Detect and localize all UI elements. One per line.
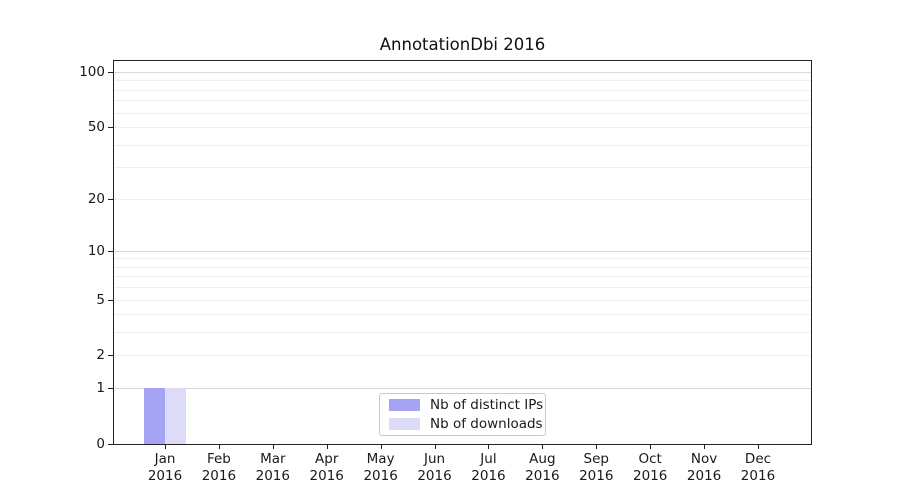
x-tick-label: Apr 2016 xyxy=(309,451,344,484)
x-tick-label: Jan 2016 xyxy=(147,451,183,484)
y-tick-mark xyxy=(108,355,114,357)
x-tick-mark xyxy=(596,445,598,449)
gridline-minor xyxy=(114,332,811,334)
gridline-minor xyxy=(114,80,811,82)
y-tick-mark xyxy=(108,198,114,200)
legend-entry-distinct-ips: Nb of distinct IPs xyxy=(389,397,543,413)
gridline-minor xyxy=(114,112,811,114)
y-tick-label: 100 xyxy=(79,63,105,80)
x-tick-label: Mar 2016 xyxy=(255,451,290,484)
x-tick-mark xyxy=(165,445,166,449)
gridline-minor xyxy=(114,258,811,260)
y-tick-label: 2 xyxy=(96,347,105,364)
gridline-minor xyxy=(114,276,811,278)
gridline-major xyxy=(114,71,811,73)
gridline-minor xyxy=(114,127,811,129)
gridline-minor xyxy=(114,167,811,169)
y-tick-mark xyxy=(108,444,114,445)
gridline-minor xyxy=(114,198,811,200)
x-tick-label: Jul 2016 xyxy=(471,451,506,484)
gridline-minor xyxy=(114,355,811,357)
gridline-minor xyxy=(114,100,811,102)
bar-downloads xyxy=(165,388,186,444)
y-tick-label: 1 xyxy=(96,380,105,397)
x-tick-label: May 2016 xyxy=(363,451,398,484)
gridline-minor xyxy=(114,89,811,91)
x-tick-mark xyxy=(326,445,328,449)
y-tick-mark xyxy=(108,388,114,390)
x-tick-mark xyxy=(542,445,544,449)
x-tick-mark xyxy=(380,445,382,449)
y-tick-mark xyxy=(108,299,114,301)
y-tick-mark xyxy=(108,71,114,73)
legend-label-downloads: Nb of downloads xyxy=(430,416,543,432)
bar-distinct-ips xyxy=(144,388,165,444)
y-tick-label: 5 xyxy=(96,291,105,308)
gridline-minor xyxy=(114,266,811,268)
gridline-minor xyxy=(114,314,811,316)
legend-swatch-downloads-icon xyxy=(389,418,420,430)
gridline-minor xyxy=(114,144,811,146)
chart-title: AnnotationDbi 2016 xyxy=(379,35,546,54)
x-tick-mark xyxy=(488,445,490,449)
x-tick-label: Sep 2016 xyxy=(579,451,614,484)
gridline-minor xyxy=(114,299,811,301)
x-tick-label: Aug 2016 xyxy=(525,451,560,484)
x-tick-mark xyxy=(218,445,220,449)
x-tick-mark xyxy=(757,445,759,449)
y-tick-mark xyxy=(108,127,114,129)
gridline-major xyxy=(114,388,811,390)
y-tick-label: 20 xyxy=(87,190,105,207)
plot-area: Nb of distinct IPs Nb of downloads xyxy=(113,60,812,445)
x-tick-label: Jun 2016 xyxy=(417,451,452,484)
x-tick-mark xyxy=(272,445,274,449)
legend: Nb of distinct IPs Nb of downloads xyxy=(379,393,546,436)
y-tick-mark xyxy=(108,250,114,252)
legend-entry-downloads: Nb of downloads xyxy=(389,416,543,432)
x-tick-label: Oct 2016 xyxy=(632,451,668,484)
x-tick-mark xyxy=(434,445,436,449)
y-tick-label: 50 xyxy=(87,119,105,136)
legend-label-distinct-ips: Nb of distinct IPs xyxy=(430,397,544,413)
legend-swatch-distinct-ips-icon xyxy=(389,399,420,411)
x-tick-label: Dec 2016 xyxy=(740,451,776,484)
gridline-minor xyxy=(114,287,811,289)
y-tick-label: 0 xyxy=(96,436,105,452)
x-tick-mark xyxy=(704,445,706,449)
x-tick-label: Nov 2016 xyxy=(686,451,722,484)
gridline-major xyxy=(114,250,811,252)
x-tick-mark xyxy=(650,445,652,449)
y-tick-label: 10 xyxy=(87,242,105,259)
x-tick-label: Feb 2016 xyxy=(201,451,237,484)
